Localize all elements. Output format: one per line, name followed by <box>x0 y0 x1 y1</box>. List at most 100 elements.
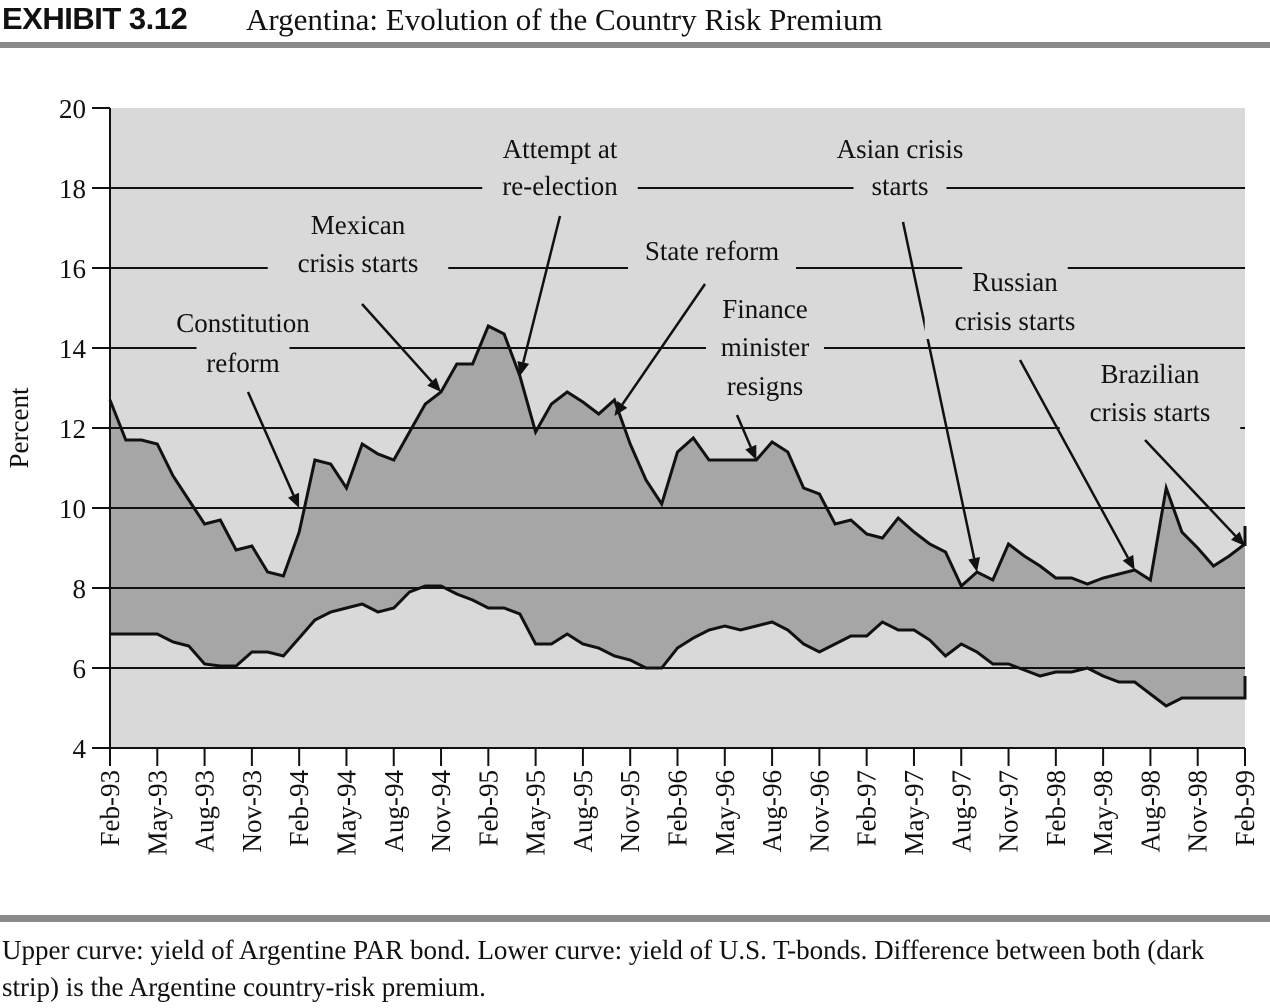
annotation-7: Brazilian crisis starts <box>1059 357 1245 546</box>
x-tick-label: Feb-98 <box>1041 770 1071 847</box>
x-tick-label: Aug-94 <box>379 770 409 853</box>
lower-curve-line <box>110 584 1247 708</box>
annotation-label: crisis starts <box>1090 397 1211 427</box>
annotation-label-bg <box>488 132 632 167</box>
upper-curve-line <box>108 323 1247 589</box>
x-tick-label: Nov-93 <box>237 770 267 853</box>
annotation-label-bg <box>706 330 824 365</box>
annotation-label: minister <box>721 332 810 362</box>
exhibit-header: EXHIBIT 3.12 Argentina: Evolution of the… <box>0 0 1270 44</box>
x-tick-label: May-96 <box>710 770 740 855</box>
annotation-arrow-line <box>735 414 752 448</box>
y-axis-ticks: 4 6 8 10 12 14 16 18 20 <box>59 94 110 764</box>
annotation-label-bg <box>1059 395 1241 430</box>
annotation-label: Russian <box>972 267 1058 297</box>
y-tick-label: 10 <box>59 494 86 524</box>
y-tick-label: 8 <box>73 574 87 604</box>
x-tick-label: Aug-96 <box>757 770 787 853</box>
risk-premium-chart: Constitution reform Mexican crisis starts At… <box>4 94 1260 855</box>
y-tick-label: 20 <box>59 94 86 124</box>
annotation-arrow-line <box>1144 439 1237 537</box>
annotation-label: reform <box>206 348 279 378</box>
y-tick-label: 6 <box>73 654 87 684</box>
premium-strip-area <box>110 326 1245 706</box>
annotation-label: Finance <box>722 294 807 324</box>
annotation-label-bg <box>712 369 818 404</box>
top-rule <box>0 42 1270 48</box>
y-axis-label: Percent <box>4 387 34 468</box>
x-tick-label: Feb-99 <box>1230 770 1260 847</box>
figure-caption: Upper curve: yield of Argentine PAR bond… <box>2 935 1205 1002</box>
annotation-label-bg <box>159 306 327 341</box>
x-tick-label: Aug-95 <box>568 770 598 853</box>
x-tick-label: Nov-95 <box>615 770 645 853</box>
x-tick-label: May-94 <box>332 770 362 856</box>
y-tick-label: 14 <box>59 334 87 364</box>
x-tick-label: Feb-93 <box>95 770 125 847</box>
annotation-6: Russian crisis starts <box>924 265 1135 570</box>
annotation-label: re-election <box>502 171 618 201</box>
exhibit-number: EXHIBIT 3.12 <box>2 1 188 36</box>
annotation-label: Constitution <box>176 308 310 338</box>
annotation-arrowhead <box>614 401 628 416</box>
annotation-label-bg <box>712 292 818 327</box>
annotation-label: crisis starts <box>298 248 419 278</box>
x-tick-label: Feb-97 <box>852 770 882 847</box>
y-tick-label: 12 <box>59 414 86 444</box>
annotation-label: State reform <box>645 236 779 266</box>
x-tick-label: May-98 <box>1088 770 1118 855</box>
x-axis-ticks: Feb-93 May-93 Aug-93 Nov-93 Feb-94 May-94 Aug-… <box>95 748 1260 855</box>
annotation-1: Mexican crisis starts <box>267 208 449 392</box>
x-tick-label: Nov-94 <box>426 770 456 853</box>
x-tick-label: May-95 <box>521 770 551 855</box>
x-tick-label: Feb-94 <box>284 770 314 847</box>
annotation-4: Finance minister resigns <box>706 292 824 460</box>
annotation-label-bg <box>816 132 984 167</box>
annotation-label-bg <box>196 346 290 381</box>
annotation-label-bg <box>962 265 1068 300</box>
annotation-arrow-line <box>621 283 707 406</box>
annotation-label: Asian crisis <box>837 134 964 164</box>
annotation-label-bg <box>305 208 411 243</box>
x-tick-label: Nov-96 <box>804 770 834 853</box>
annotation-arrowhead <box>288 492 300 508</box>
annotation-arrowhead <box>427 377 442 392</box>
annotation-0: Constitution reform <box>159 306 327 508</box>
annotation-arrowhead <box>1122 554 1135 570</box>
annotation-label-bg <box>1084 357 1216 392</box>
annotation-label: Attempt at <box>503 134 618 164</box>
annotation-label: starts <box>872 171 929 201</box>
annotation-arrow-line <box>361 303 433 383</box>
annotation-2: Attempt at re-election <box>482 132 638 376</box>
annotation-5: Asian crisis starts <box>816 132 984 572</box>
y-tick-label: 16 <box>59 254 86 284</box>
chart-title: Argentina: Evolution of the Country Risk… <box>246 2 883 37</box>
annotation-arrowhead <box>517 360 530 376</box>
x-tick-label: Feb-96 <box>663 770 693 847</box>
annotation-label-bg <box>924 304 1106 339</box>
annotation-label: resigns <box>727 371 804 401</box>
annotation-arrowhead <box>745 444 757 460</box>
x-tick-label: Aug-93 <box>190 770 220 853</box>
annotation-arrowhead <box>968 557 980 572</box>
x-tick-label: Feb-95 <box>473 770 503 847</box>
x-tick-label: Aug-97 <box>946 770 976 853</box>
annotation-label-bg <box>628 234 796 269</box>
x-tick-label: Aug-98 <box>1135 770 1165 853</box>
annotation-label-bg <box>267 246 449 281</box>
annotation-arrowhead <box>1231 531 1245 546</box>
annotation-arrow-line <box>901 221 976 559</box>
annotation-label-bg <box>853 169 947 204</box>
annotation-arrow-line <box>246 391 295 496</box>
annotation-label-bg <box>482 169 638 204</box>
annotation-label: Brazilian <box>1101 359 1200 389</box>
y-tick-label: 4 <box>73 734 87 764</box>
annotation-arrow-line <box>1018 359 1130 559</box>
x-tick-label: May-93 <box>142 770 172 855</box>
y-tick-label: 18 <box>59 174 86 204</box>
bottom-rule <box>0 915 1270 922</box>
x-tick-label: Nov-98 <box>1183 770 1213 853</box>
annotations: Constitution reform Mexican crisis starts At… <box>159 132 1245 572</box>
annotation-3: State reform <box>614 234 796 416</box>
annotation-arrow-line <box>522 215 562 363</box>
